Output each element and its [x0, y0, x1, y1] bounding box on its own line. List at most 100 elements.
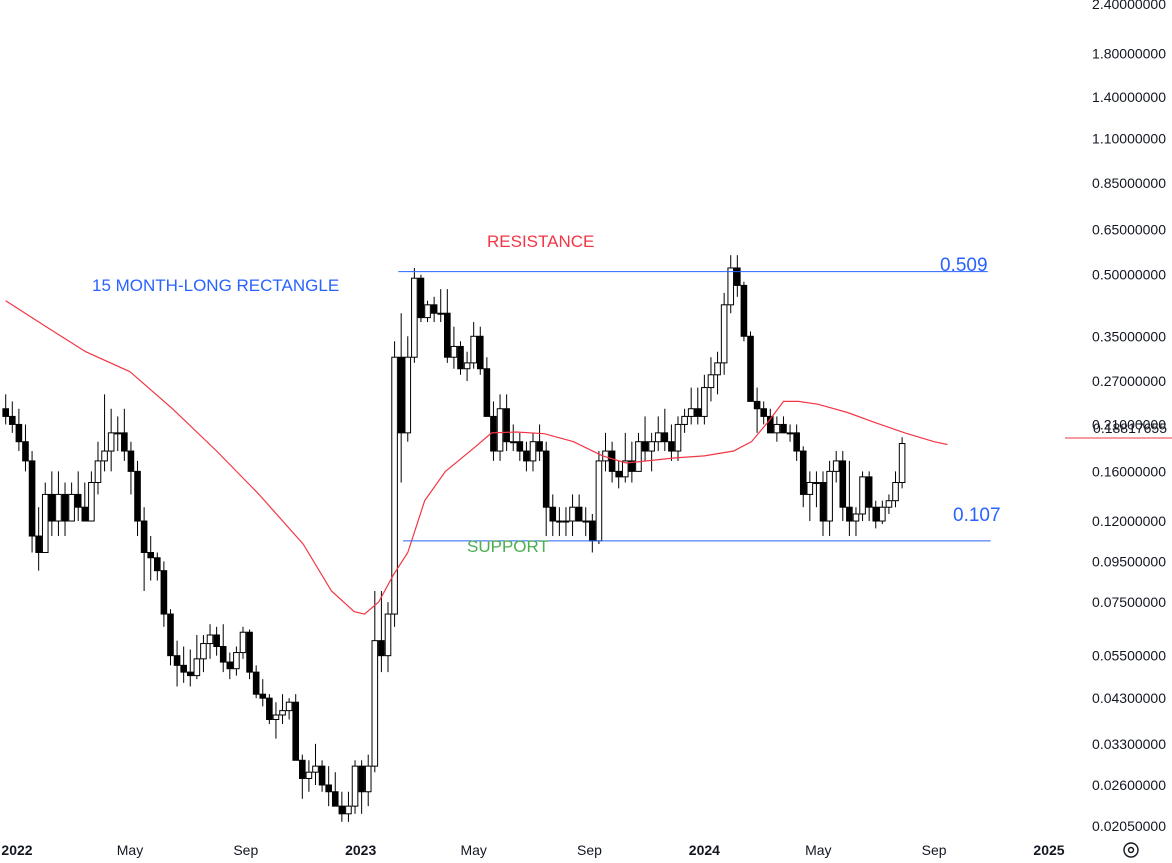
- candle: [542, 441, 550, 537]
- candle-body-up: [279, 710, 286, 716]
- candle-body-up: [107, 432, 115, 452]
- candle-body-down: [2, 408, 10, 417]
- candle: [766, 408, 774, 434]
- candle: [68, 482, 75, 522]
- settings-icon[interactable]: [1123, 842, 1139, 858]
- candle: [22, 424, 29, 472]
- candle-body-up: [391, 356, 398, 615]
- y-tick-label: 1.10000000: [1092, 131, 1166, 147]
- candle-body-up: [720, 304, 728, 364]
- candle: [147, 536, 155, 581]
- candle-body-up: [55, 493, 62, 522]
- candle: [160, 561, 168, 627]
- y-tick-label: 0.50000000: [1092, 267, 1166, 283]
- candle-body-up: [384, 613, 392, 657]
- candle-body-up: [206, 634, 214, 645]
- candle-body-down: [48, 493, 56, 522]
- candle-body-down: [516, 441, 524, 452]
- candle-body-down: [15, 423, 23, 443]
- candle: [391, 341, 398, 627]
- candle: [219, 624, 227, 673]
- candle: [200, 634, 207, 673]
- candle: [516, 432, 524, 461]
- candle: [753, 387, 761, 433]
- candle-body-down: [252, 671, 260, 695]
- x-tick-label: May: [805, 842, 831, 858]
- candle-body-up: [41, 493, 49, 553]
- candle-body-down: [641, 441, 649, 452]
- candle-body-down: [397, 356, 405, 434]
- candle: [463, 351, 471, 382]
- candle: [615, 460, 622, 489]
- candle-body-up: [885, 500, 893, 508]
- candle: [325, 766, 332, 807]
- y-tick-label: 0.21000000: [1092, 416, 1166, 432]
- candle: [879, 500, 886, 524]
- candle-body-up: [562, 520, 570, 523]
- candle-body-down: [219, 646, 227, 663]
- candle-body-down: [589, 520, 596, 542]
- price-axis[interactable]: 2.40000000 1.80000000 1.40000000 1.10000000…: [1092, 0, 1166, 834]
- candle-body-down: [872, 506, 880, 522]
- candle: [648, 432, 655, 472]
- candle-body-down: [549, 506, 557, 522]
- candle-body-down: [292, 701, 300, 761]
- candle: [621, 432, 629, 483]
- y-tick-label: 0.27000000: [1092, 373, 1166, 389]
- candle-body-up: [582, 520, 590, 523]
- candle-body-down: [147, 551, 155, 559]
- candle: [437, 289, 445, 323]
- candle-body-down: [503, 408, 510, 443]
- candle: [681, 408, 688, 433]
- candle-body-up: [424, 304, 431, 319]
- candle: [371, 591, 379, 773]
- candle: [285, 698, 293, 720]
- candle: [885, 494, 893, 514]
- candle-body-down: [846, 506, 853, 522]
- candle: [694, 387, 702, 425]
- candle-body-down: [661, 432, 669, 443]
- candle-body-down: [81, 506, 89, 522]
- x-tick-label: Sep: [577, 842, 602, 858]
- candle: [556, 507, 563, 537]
- x-tick-label: 2024: [689, 842, 720, 858]
- candle-body-down: [799, 450, 807, 495]
- candle-body-up: [727, 267, 735, 306]
- candle: [852, 507, 860, 537]
- candles-group: [2, 255, 906, 822]
- candle-body-up: [463, 362, 471, 370]
- candle-body-down: [760, 408, 767, 417]
- candle-body-down: [793, 432, 800, 452]
- candle-body-up: [509, 441, 517, 444]
- candle: [411, 267, 418, 363]
- candle-body-down: [140, 520, 148, 553]
- y-tick-label: 0.02600000: [1092, 777, 1166, 793]
- candle: [351, 760, 359, 814]
- candle: [832, 451, 840, 483]
- candle-body-down: [615, 470, 622, 478]
- candle: [266, 694, 273, 725]
- y-tick-label: 1.80000000: [1092, 46, 1166, 62]
- candle: [661, 408, 669, 452]
- candle-body-up: [450, 345, 458, 358]
- candle-body-down: [180, 664, 187, 673]
- candle-body-down: [28, 460, 36, 537]
- candle: [88, 471, 95, 522]
- y-tick-label: 0.02050000: [1092, 818, 1166, 834]
- y-tick-label: 0.03300000: [1092, 736, 1166, 752]
- pattern-title: 15 MONTH-LONG RECTANGLE: [92, 276, 339, 295]
- candle: [35, 507, 42, 571]
- time-axis[interactable]: 2022 May Sep 2023 May Sep 2024 May Sep 2025: [1, 842, 1064, 858]
- candle-body-down: [628, 460, 636, 472]
- candle-body-down: [865, 476, 873, 508]
- candle: [813, 471, 820, 508]
- candle: [279, 694, 286, 725]
- candle: [740, 281, 748, 342]
- candle: [107, 408, 115, 472]
- candle-body-up: [674, 423, 682, 452]
- candle: [602, 432, 609, 472]
- candle: [74, 471, 82, 522]
- candle-body-down: [417, 277, 425, 319]
- candle-body-up: [88, 482, 95, 522]
